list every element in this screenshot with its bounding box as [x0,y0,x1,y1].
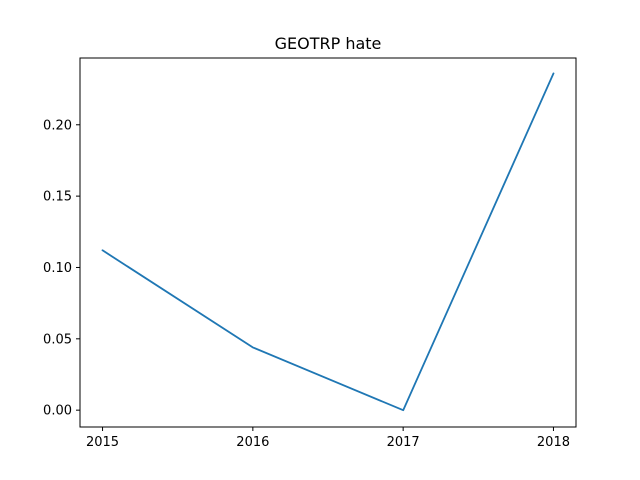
y-tick-label: 0.10 [43,261,72,276]
x-tick-label: 2015 [86,435,119,450]
series-line [101,72,555,412]
y-tick-label: 0.20 [43,118,72,133]
x-tick-label: 2017 [387,435,420,450]
y-tick-label: 0.00 [43,404,72,419]
y-tick-label: 0.05 [43,332,72,347]
x-tick-label: 2016 [236,435,269,450]
series-layer [101,72,555,412]
y-axis: 0.00 0.05 0.10 0.15 0.20 [43,118,80,419]
chart-title: GEOTRP hate [275,34,382,53]
y-tick-label: 0.15 [43,190,72,205]
plot-area [79,57,577,428]
x-tick-label: 2018 [537,435,570,450]
x-axis: 2015 2016 2017 2018 [86,427,570,450]
